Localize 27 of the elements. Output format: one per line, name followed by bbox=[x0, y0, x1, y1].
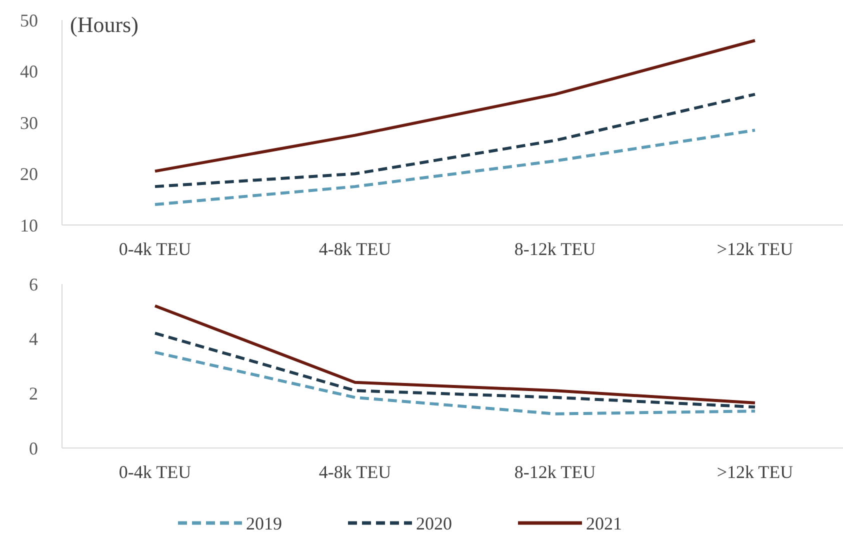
line-series bbox=[154, 350, 756, 416]
legend-label: 2021 bbox=[586, 513, 622, 534]
y-tick-label: 0 bbox=[29, 438, 38, 458]
x-tick-label: >12k TEU bbox=[716, 462, 794, 482]
y-tick-label: 30 bbox=[20, 112, 38, 133]
y-tick-label: 2 bbox=[29, 384, 38, 404]
y-axis-title: (Hours) bbox=[70, 12, 138, 37]
x-tick-label: 0-4k TEU bbox=[118, 239, 192, 259]
line-series bbox=[154, 92, 756, 188]
y-tick-label: 40 bbox=[20, 62, 38, 82]
y-tick-label: 6 bbox=[29, 274, 38, 294]
line-series bbox=[154, 128, 756, 206]
x-tick-label: 4-8k TEU bbox=[318, 462, 392, 482]
legend-label: 2019 bbox=[246, 513, 282, 534]
y-tick-label: 10 bbox=[20, 215, 38, 236]
line-series bbox=[154, 332, 756, 408]
x-tick-label: 8-12k TEU bbox=[514, 462, 596, 482]
y-tick-label: 50 bbox=[20, 10, 38, 30]
x-tick-label: 0-4k TEU bbox=[118, 462, 192, 482]
line-series bbox=[154, 39, 756, 173]
x-tick-label: >12k TEU bbox=[716, 239, 794, 259]
y-tick-label: 20 bbox=[20, 164, 38, 184]
x-tick-label: 4-8k TEU bbox=[318, 239, 392, 259]
y-tick-label: 4 bbox=[29, 328, 38, 349]
x-tick-label: 8-12k TEU bbox=[514, 239, 596, 259]
line-series bbox=[154, 304, 756, 404]
legend-label: 2020 bbox=[416, 513, 452, 534]
